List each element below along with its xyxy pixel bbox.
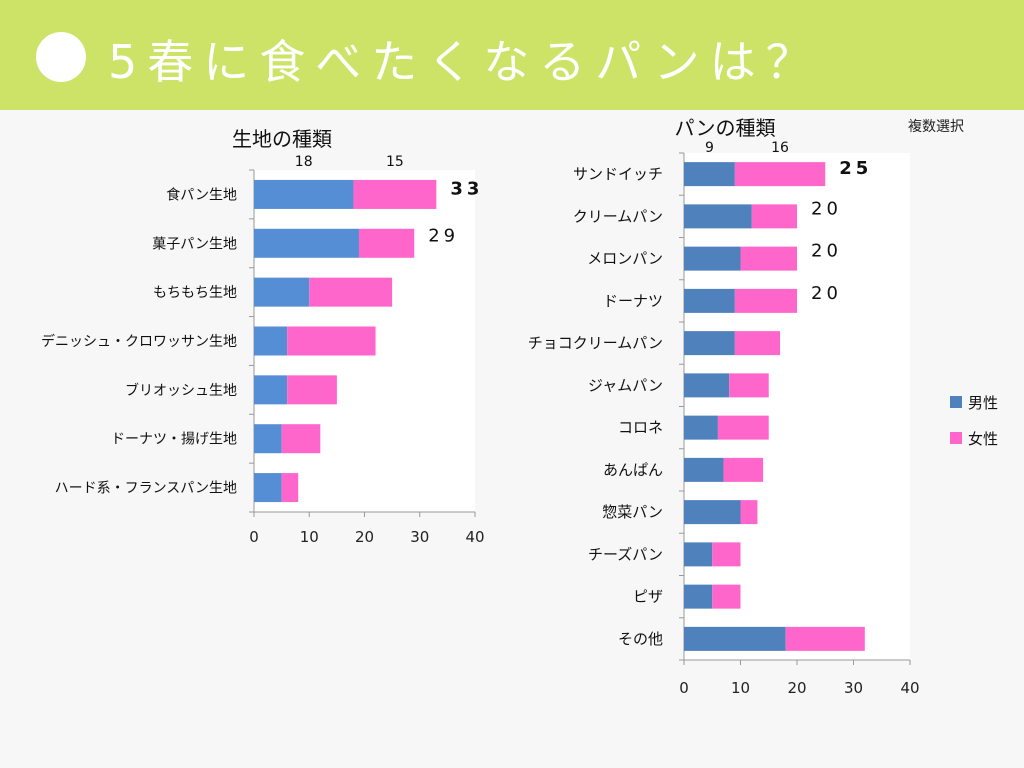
bar-male — [684, 542, 713, 567]
total-label: 20 — [811, 198, 842, 219]
x-tick-label: 0 — [249, 528, 259, 546]
legend-swatch-male — [950, 396, 962, 408]
page-title: 5春に食べたくなるパンは？ — [108, 35, 822, 89]
bar-female — [309, 277, 393, 307]
bar-male — [684, 373, 730, 398]
bar-male — [684, 626, 786, 651]
category-label: ドーナツ・揚げ生地 — [111, 431, 237, 448]
bar-female — [281, 424, 321, 454]
plot-area — [684, 153, 910, 660]
bar-female — [723, 457, 764, 482]
category-label: 惣菜パン — [602, 503, 663, 521]
category-label: ブリオッシュ生地 — [125, 382, 237, 399]
legend-label: 男性 — [968, 394, 998, 412]
bar-female — [717, 415, 769, 440]
category-label: チョコクリームパン — [528, 334, 663, 352]
category-label: ドーナツ — [603, 292, 663, 310]
chart-title: パンの種類 — [675, 116, 776, 140]
category-label: ハード系・フランスパン生地 — [55, 481, 237, 497]
bar-male — [254, 473, 282, 503]
bar-male — [254, 228, 359, 258]
multiple-choice-note: 複数選択 — [908, 119, 964, 135]
category-label: ピザ — [633, 588, 663, 606]
bar-male — [254, 277, 310, 307]
bar-male — [684, 331, 735, 356]
x-tick-label: 0 — [679, 679, 689, 697]
bar-male — [684, 288, 735, 313]
x-tick-label: 40 — [900, 679, 919, 697]
category-label: その他 — [618, 630, 663, 648]
chart-title: 生地の種類 — [232, 127, 332, 151]
bar-female — [785, 626, 865, 651]
x-tick-label: 40 — [465, 528, 484, 546]
total-label: 33 — [450, 178, 483, 199]
bar-female — [358, 228, 415, 258]
category-label: 食パン生地 — [166, 186, 237, 203]
bar-male — [684, 457, 724, 482]
bar-male — [684, 204, 752, 229]
bar-male — [684, 500, 741, 525]
x-tick-label: 10 — [300, 528, 319, 546]
x-tick-label: 20 — [355, 528, 374, 546]
segment-label: 16 — [771, 140, 789, 156]
total-label: 29 — [428, 225, 459, 246]
bar-male — [254, 424, 282, 454]
total-label: 25 — [839, 158, 872, 179]
bar-female — [740, 500, 758, 525]
x-tick-label: 20 — [787, 679, 806, 697]
bar-female — [734, 288, 797, 313]
x-tick-label: 30 — [844, 679, 863, 697]
category-label: 菓子パン生地 — [152, 236, 237, 252]
category-label: メロンパン — [587, 250, 663, 268]
bar-female — [740, 246, 797, 271]
header-band: 5春に食べたくなるパンは？ — [0, 0, 1024, 110]
x-tick-label: 30 — [410, 528, 429, 546]
bar-female — [729, 373, 769, 398]
category-label: もちもち生地 — [153, 285, 237, 301]
total-label: 20 — [811, 283, 842, 304]
total-label: 20 — [811, 241, 842, 262]
bar-female — [734, 331, 781, 356]
bar-female — [287, 326, 376, 356]
segment-label: 18 — [295, 154, 313, 170]
bar-male — [254, 179, 354, 209]
category-label: ジャムパン — [588, 376, 663, 394]
bar-female — [287, 375, 337, 405]
category-label: デニッシュ・クロワッサン生地 — [41, 333, 237, 350]
category-label: コロネ — [618, 419, 663, 437]
bar-male — [684, 162, 735, 187]
bar-female — [712, 542, 741, 567]
segment-label: 15 — [386, 154, 404, 170]
legend-label: 女性 — [968, 430, 998, 448]
category-label: クリームパン — [573, 207, 663, 225]
circle-bullet-icon — [36, 32, 86, 82]
category-label: あんぱん — [603, 461, 663, 479]
category-label: サンドイッチ — [573, 165, 663, 183]
bar-male — [684, 246, 741, 271]
bar-male — [254, 326, 288, 356]
x-tick-label: 10 — [731, 679, 750, 697]
bar-female — [353, 179, 437, 209]
bar-female — [751, 204, 797, 229]
category-label: チーズパン — [588, 545, 663, 563]
bar-male — [684, 415, 718, 440]
bar-female — [734, 162, 826, 187]
segment-label: 9 — [705, 140, 714, 156]
legend-swatch-female — [950, 432, 962, 444]
bar-male — [684, 584, 713, 609]
bar-male — [254, 375, 288, 405]
bar-female — [281, 473, 299, 503]
bar-female — [712, 584, 741, 609]
